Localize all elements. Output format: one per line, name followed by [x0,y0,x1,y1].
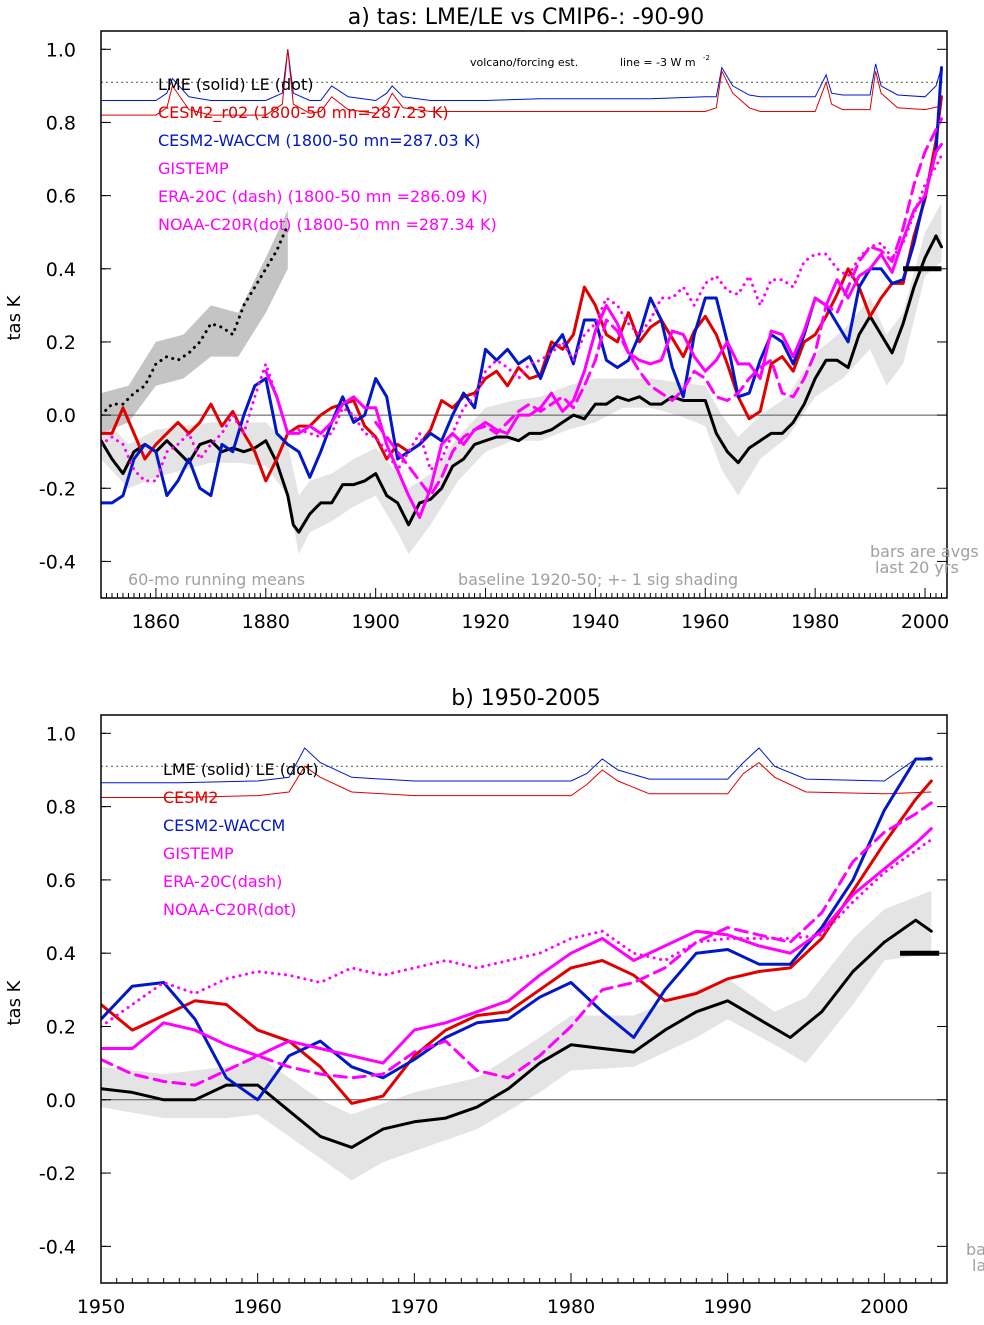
panel-b: b) 1950-2005 tas K 1950 1960 1970 1980 1990 2… [4,686,984,1318]
forcing-scale-superscript: -2 [703,54,710,62]
x-tick-label: 2000 [901,611,949,633]
legend-entry: CESM2_r02 (1800-50 mn=287.23 K) [158,103,449,123]
bars-note-line2: la [972,1256,984,1275]
x-tick-label: 1980 [547,1296,595,1318]
x-tick-label: 1880 [242,611,290,633]
legend-entry: ERA-20C (dash) (1800-50 mn =286.09 K) [158,187,488,206]
series-era-20c [374,117,943,498]
legend-entry: CESM2-WACCM (1800-50 mn=287.03 K) [158,131,481,150]
x-tick-label: 1960 [681,611,729,633]
legend-entry: GISTEMP [163,844,234,863]
y-tick-label: 0.2 [46,1016,76,1038]
waccm-forcing-line [101,49,942,102]
volcano-annotation: volcano/forcing est. [470,56,578,69]
bars-note-line2: last 20 yrs [875,558,959,577]
series-noaa-c20r [101,153,943,483]
lme-sigma-shading [101,202,942,555]
legend-entry: CESM2-WACCM [163,816,285,835]
waccm-forcing-line [101,747,932,784]
series-cesm2 [101,779,933,1105]
legend-entry: GISTEMP [158,159,229,178]
y-tick-label: -0.4 [39,551,76,573]
cesm2-forcing-line [101,761,932,798]
series-cesm2-waccm [101,757,933,1102]
panel-a-ylabel: tas K [4,294,25,340]
legend-entry: LME (solid) LE (dot) [163,760,318,779]
y-tick-label: 0.4 [46,943,76,965]
x-tick-label: 1920 [461,611,509,633]
x-tick-label: 1960 [233,1296,281,1318]
plot-area [101,49,947,555]
legend-entry: CESM2 [163,788,218,807]
y-tick-label: 0.6 [46,186,76,208]
x-tick-label: 1900 [351,611,399,633]
x-tick-label: 1980 [791,611,839,633]
x-tick-label: 2000 [860,1296,908,1318]
y-tick-label: 1.0 [46,723,76,745]
forcing-scale-annotation: line = -3 W m [620,56,696,69]
y-tick-label: 0.8 [46,797,76,819]
series-lme [101,918,933,1149]
plot-area [101,747,947,1181]
x-tick-label: 1990 [703,1296,751,1318]
series-gistemp [101,827,933,1065]
y-tick-label: -0.2 [39,1163,76,1185]
series-lme [101,234,943,534]
running-mean-note: 60-mo running means [128,570,305,589]
y-tick-label: 0.0 [46,405,76,427]
y-tick-label: -0.4 [39,1236,76,1258]
y-tick-label: 0.8 [46,112,76,134]
panel-a: a) tas: LME/LE vs CMIP6-: -90-90 tas K 1… [4,5,979,633]
cesm2-forcing-line [101,49,942,116]
panel-a-title: a) tas: LME/LE vs CMIP6-: -90-90 [348,5,705,30]
bars-note-line1: bars are avgs [870,542,979,561]
legend-entry: NOAA-C20R(dot) [163,900,296,919]
series-gistemp [264,142,943,519]
legend-entry: LME (solid) LE (dot) [158,75,313,94]
y-tick-label: 0.4 [46,259,76,281]
series-era-20c [101,801,933,1087]
baseline-note: baseline 1920-50; +- 1 sig shading [458,570,738,589]
series-le [101,223,290,417]
y-tick-label: -0.2 [39,478,76,500]
bars-note-line1: ba [966,1240,984,1259]
y-tick-label: 0.0 [46,1090,76,1112]
series-noaa-c20r [101,838,933,1028]
x-tick-label: 1860 [132,611,180,633]
y-tick-label: 0.6 [46,870,76,892]
lme-sigma-shading [101,890,932,1181]
le-sigma-shading [101,210,288,434]
x-tick-label: 1970 [390,1296,438,1318]
x-tick-label: 1950 [77,1296,125,1318]
legend-entry: NOAA-C20R(dot) (1800-50 mn =287.34 K) [158,215,497,234]
y-tick-label: 1.0 [46,39,76,61]
panel-b-title: b) 1950-2005 [451,686,600,711]
legend-entry: ERA-20C(dash) [163,872,282,891]
panel-b-ylabel: tas K [4,979,25,1025]
x-tick-label: 1940 [571,611,619,633]
y-tick-label: 0.2 [46,332,76,354]
